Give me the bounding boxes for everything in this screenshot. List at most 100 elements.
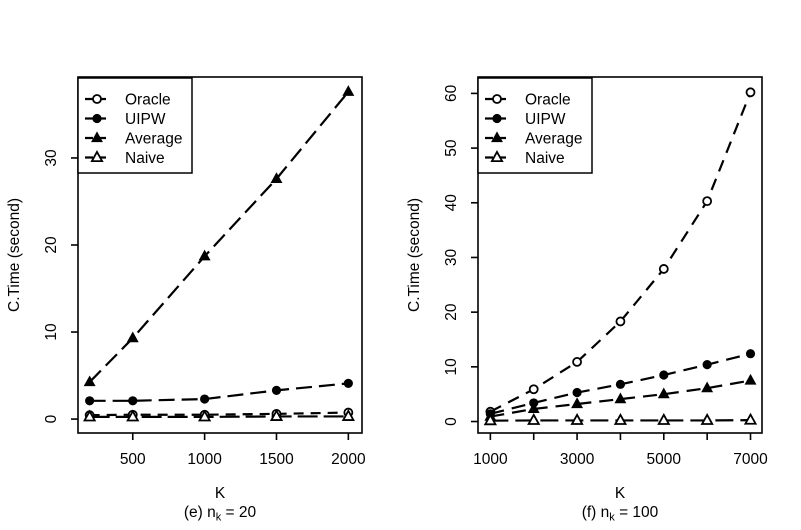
y-tick-label: 20 [443,303,460,321]
legend-label: Average [525,131,582,148]
legend-item-average: Average [85,131,182,148]
legend-item-average: Average [485,131,582,148]
legend-item-uipw: UIPW [85,111,166,128]
oracle-legend-marker [492,94,502,104]
naive-marker [269,409,284,421]
uipw-marker [745,349,756,359]
y-tick-label: 0 [443,417,460,426]
plot-box [77,76,363,434]
panel-caption: (e) nk = 20 [184,504,257,524]
oracle-marker [658,264,669,274]
uipw-marker [85,396,95,406]
naive-marker [527,412,541,425]
x-tick-label: 1500 [259,451,294,468]
average-legend-marker [91,131,103,143]
uipw-marker [702,360,712,370]
x-axis: 500 1000 1500 2000 [120,433,366,468]
uipw-marker [615,379,626,389]
legend-item-naive: Naive [485,150,565,167]
y-axis: 0 10 20 30 40 50 60 [443,84,478,426]
legend: Oracle UIPW Average Naive [477,77,593,174]
uipw-marker [343,378,353,388]
y-tick-label: 30 [43,149,60,167]
legend-item-naive: Naive [85,150,165,167]
x-tick-label: 2000 [331,451,366,468]
legend-label: UIPW [525,111,566,128]
average-marker [270,172,283,183]
x-tick-label: 3000 [560,451,595,468]
average-marker [126,331,139,343]
series-uipw [85,378,353,406]
y-tick-label: 60 [443,84,460,102]
average-marker [744,373,757,385]
oracle-marker [572,357,582,367]
naive-marker [657,412,671,425]
oracle-marker [702,196,713,207]
naive-marker [341,409,355,421]
y-tick-label: 10 [443,358,460,376]
x-tick-label: 1000 [187,451,222,468]
legend-item-oracle: Oracle [485,92,571,109]
naive-marker [83,409,97,422]
uipw-marker [659,370,669,380]
x-tick-label: 500 [120,451,146,468]
y-tick-label: 10 [43,323,60,341]
naive-marker [570,412,584,425]
y-axis: 0 10 20 30 [43,149,78,423]
oracle-marker [615,316,626,327]
average-marker [571,397,584,409]
y-tick-label: 20 [43,236,60,254]
x-axis: 1000 3000 5000 7000 [473,433,768,468]
panel-left: 500 1000 1500 2000 0 10 20 30 C.Time (second) K (e… [6,76,366,524]
x-tick-label: 5000 [647,451,682,468]
oracle-marker [528,384,539,395]
x-tick-label: 1000 [473,451,508,468]
naive-legend-marker [90,150,104,162]
average-marker [701,381,714,393]
y-tick-label: 30 [443,248,460,266]
naive-marker [483,413,497,426]
average-marker [527,402,540,414]
uipw-legend-marker [92,113,102,124]
x-axis-title: K [215,485,226,502]
naive-marker [743,412,758,425]
average-marker [657,387,670,399]
series-uipw [485,349,756,419]
average-marker [614,392,627,404]
average-marker [342,85,355,96]
naive-marker [613,412,628,425]
oracle-legend-marker [92,94,102,104]
y-axis-title: C.Time (second) [406,198,423,312]
uipw-marker [572,387,582,398]
legend-item-uipw: UIPW [485,111,566,128]
y-tick-label: 40 [443,194,460,212]
naive-marker [126,409,140,422]
series-line-oracle [89,411,349,417]
legend-label: Average [125,131,182,148]
legend-label: Oracle [125,92,171,109]
y-tick-label: 50 [443,139,460,157]
uipw-marker [271,385,282,395]
legend-label: UIPW [125,111,166,128]
series-line-uipw [89,382,349,402]
uipw-marker [128,396,138,406]
series-average [83,85,355,387]
oracle-marker [745,87,756,98]
y-axis-title: C.Time (second) [6,198,23,312]
y-tick-label: 0 [43,414,60,423]
legend-label: Naive [525,150,565,167]
series-naive [483,412,758,426]
uipw-legend-marker [492,113,502,124]
legend-item-oracle: Oracle [85,92,171,109]
x-tick-label: 7000 [733,451,768,468]
x-axis-title: K [615,485,626,502]
panel-right: 1000 3000 5000 7000 0 10 20 30 40 50 60 C.Time (sec… [406,76,768,524]
naive-marker [197,409,212,422]
average-marker [198,249,211,261]
naive-marker [700,412,714,425]
average-legend-marker [491,131,503,143]
legend-label: Naive [125,150,165,167]
series-naive [83,409,355,422]
